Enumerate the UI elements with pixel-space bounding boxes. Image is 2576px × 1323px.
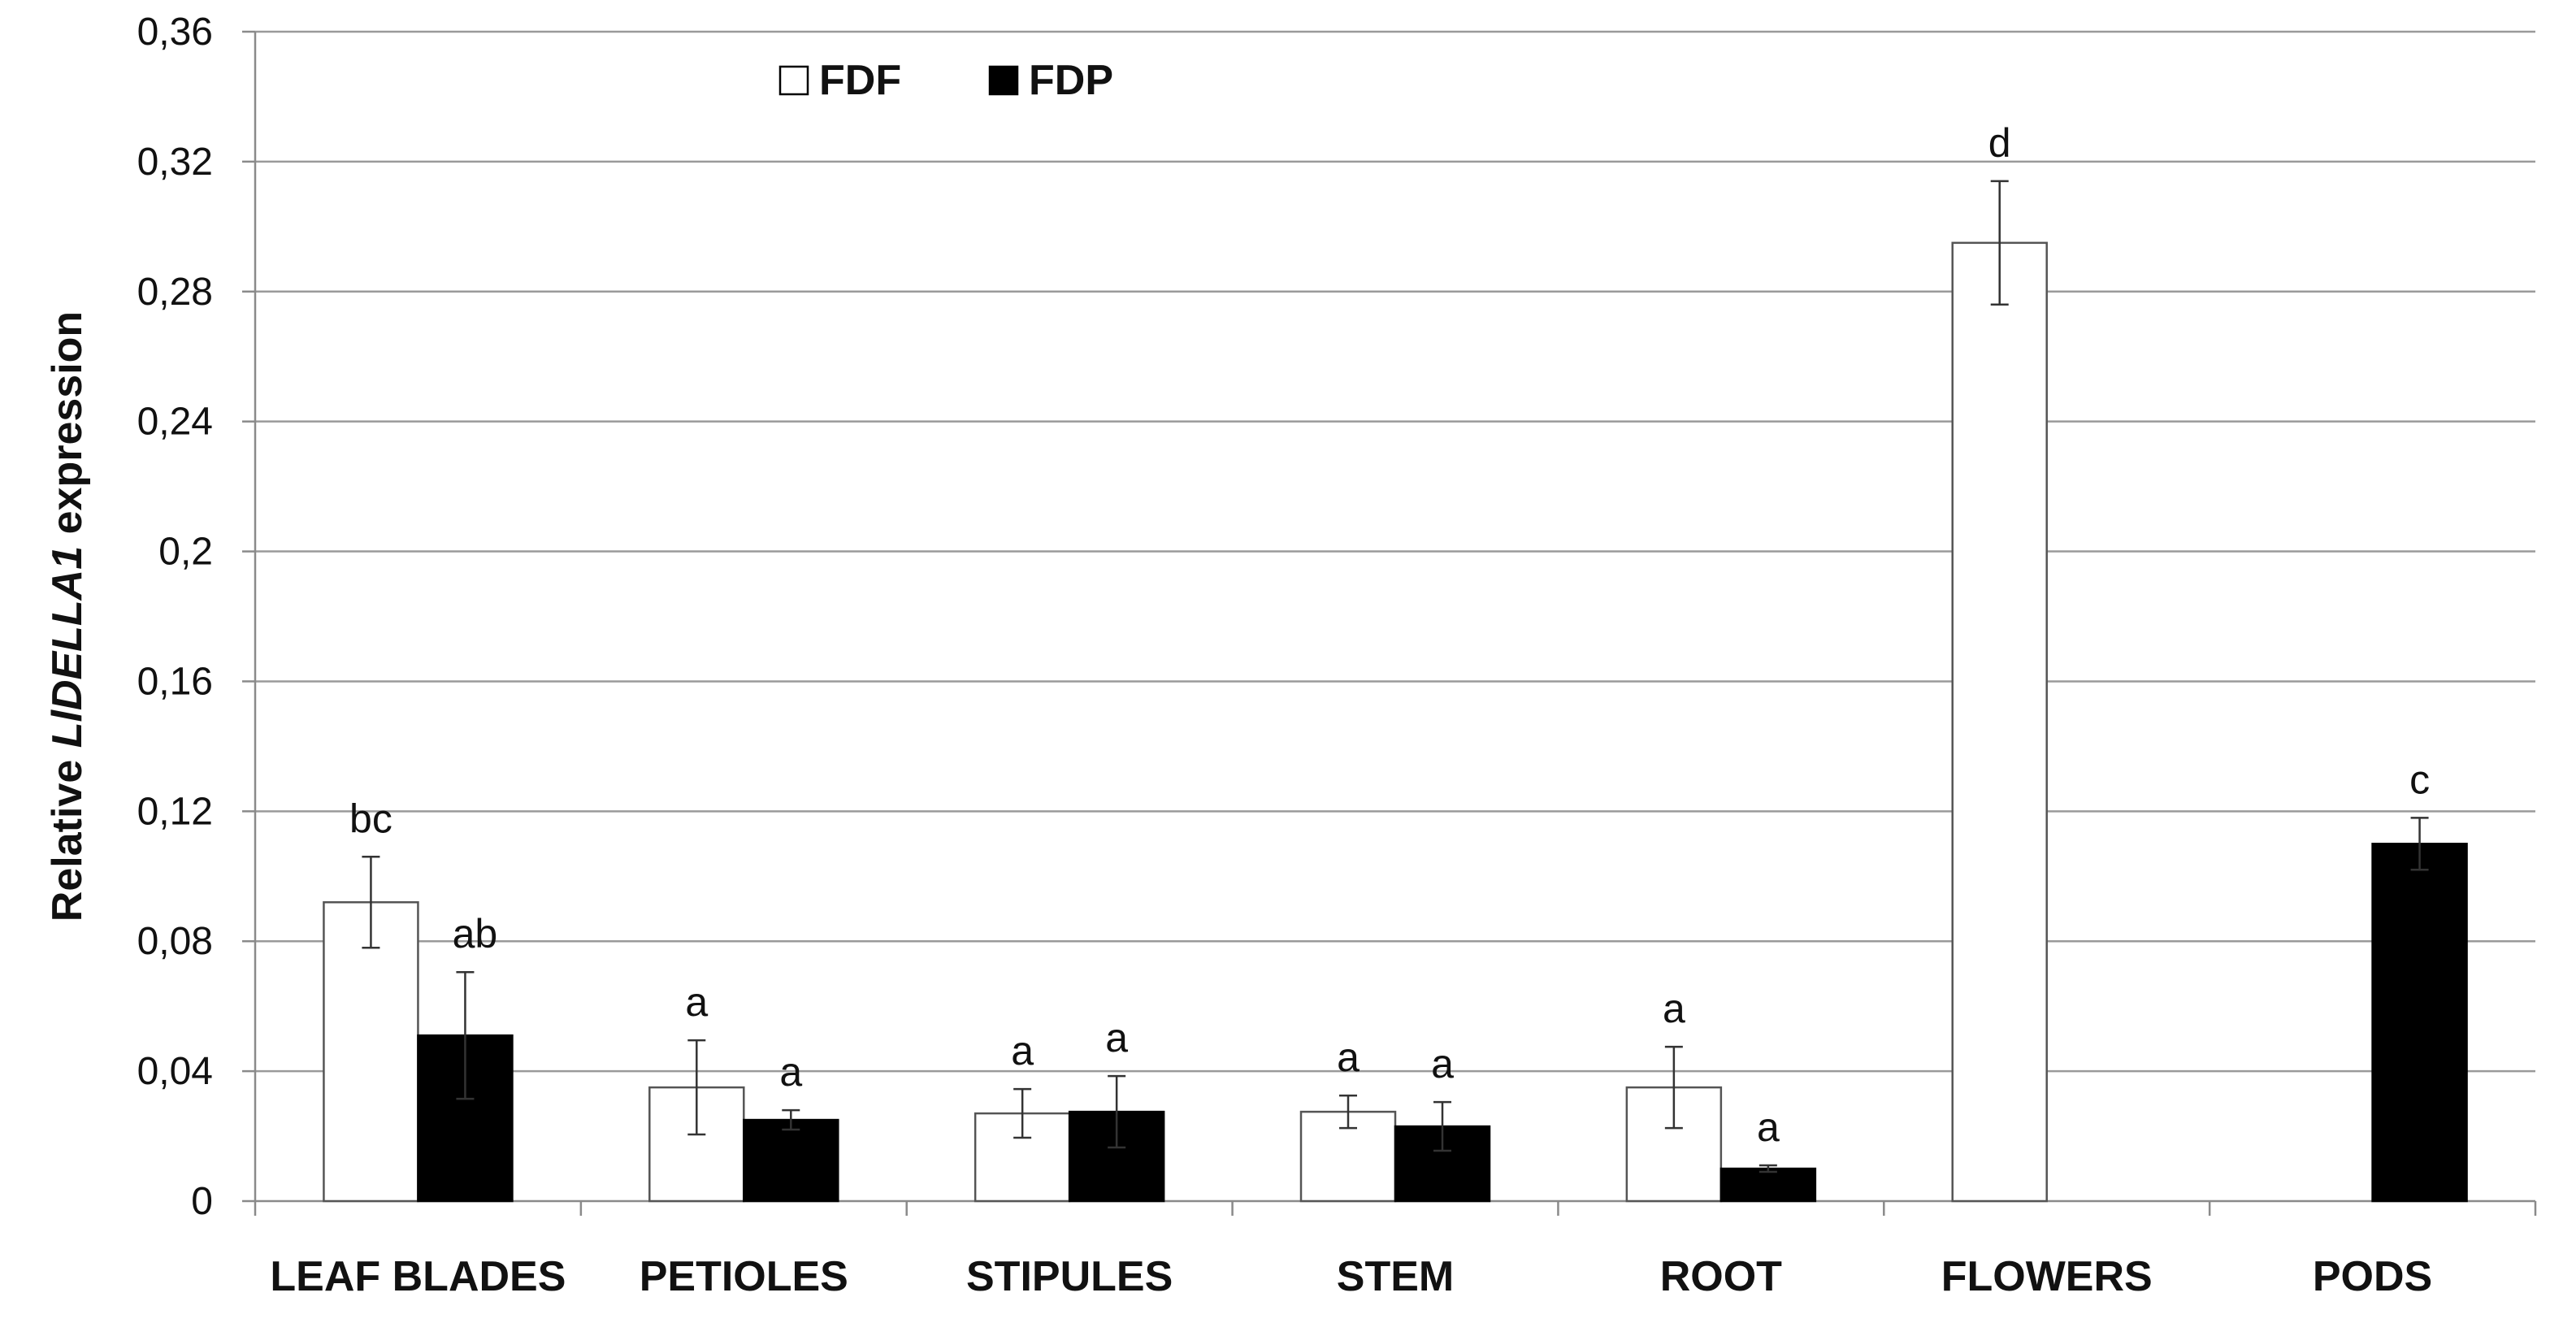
bar — [1720, 1167, 1817, 1203]
x-category-label: FLOWERS — [1941, 1253, 2153, 1300]
y-tick-label: 0,12 — [137, 790, 213, 833]
y-tick-label: 0,2 — [158, 531, 213, 574]
bar — [323, 901, 419, 1203]
significance-label: a — [1757, 1104, 1780, 1150]
significance-label: a — [1337, 1035, 1360, 1080]
y-tick-label: 0,32 — [137, 141, 213, 184]
significance-label: a — [1011, 1028, 1034, 1074]
x-category-label: LEAF BLADES — [270, 1253, 566, 1300]
bars — [323, 241, 2468, 1203]
legend-label: FDP — [1029, 57, 1113, 104]
significance-label: a — [779, 1049, 802, 1095]
y-tick-label: 0,28 — [137, 271, 213, 314]
significance-label: ab — [453, 911, 498, 956]
y-tick-label: 0,36 — [137, 11, 213, 54]
bar — [743, 1118, 839, 1203]
axes — [242, 30, 2537, 1216]
significance-label: c — [2409, 757, 2430, 802]
x-category-label: STEM — [1337, 1253, 1454, 1300]
y-axis-label: Relative LlDELLA1 expression — [44, 311, 91, 922]
y-tick-label: 0 — [191, 1180, 213, 1223]
x-category-label: PODS — [2313, 1253, 2432, 1300]
bar — [1951, 241, 2048, 1203]
chart-text: 0 0,04 0,08 0,12 0,16 0,2 0,24 0,28 0,32 0,36 LEAF… — [44, 11, 2432, 1300]
legend-swatch — [778, 65, 809, 96]
legend-label: FDF — [819, 57, 901, 104]
y-tick-label: 0,08 — [137, 920, 213, 963]
y-tick-label: 0,04 — [137, 1050, 213, 1093]
gridlines — [255, 30, 2535, 1073]
bar — [2371, 843, 2468, 1203]
x-category-label: PETIOLES — [640, 1253, 848, 1300]
significance-label: a — [1431, 1041, 1454, 1087]
error-bars — [362, 180, 2429, 1173]
y-tick-label: 0,16 — [137, 660, 213, 703]
x-category-label: ROOT — [1660, 1253, 1782, 1300]
x-category-label: STIPULES — [966, 1253, 1173, 1300]
significance-label: a — [685, 979, 708, 1025]
significance-label: bc — [349, 796, 392, 841]
significance-label: a — [1663, 986, 1685, 1031]
legend-swatch — [988, 65, 1019, 96]
significance-label: a — [1105, 1015, 1128, 1061]
y-tick-label: 0,24 — [137, 401, 213, 444]
significance-label: d — [1988, 120, 2011, 166]
legend: FDF FDP — [778, 57, 1113, 104]
